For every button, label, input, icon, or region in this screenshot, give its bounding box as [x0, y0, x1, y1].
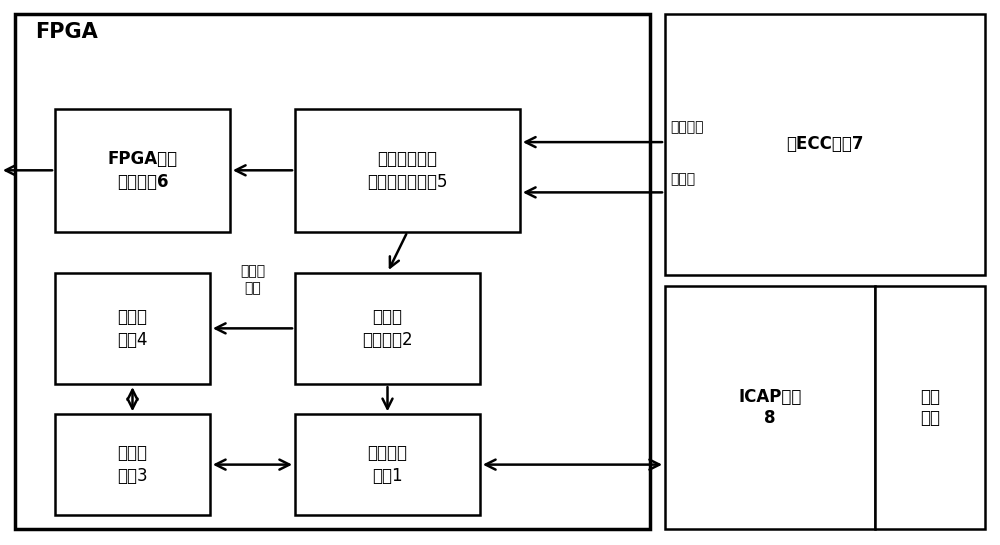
- Text: 帧缓存
模块3: 帧缓存 模块3: [117, 444, 148, 486]
- Text: 翻转位
位置: 翻转位 位置: [240, 264, 265, 296]
- Text: 读写控制
模块1: 读写控制 模块1: [367, 444, 408, 486]
- Text: ICAP接口
8: ICAP接口 8: [738, 388, 802, 427]
- Text: 同步信号: 同步信号: [670, 120, 704, 134]
- Text: FPGA健康
评估模块6: FPGA健康 评估模块6: [107, 149, 178, 191]
- Bar: [665, 286, 875, 529]
- Bar: [875, 286, 985, 529]
- Bar: [295, 272, 480, 384]
- Text: 帧ECC接口7: 帧ECC接口7: [786, 135, 864, 154]
- Text: 帧纠错
模块4: 帧纠错 模块4: [117, 307, 148, 349]
- Bar: [55, 109, 230, 232]
- Bar: [15, 14, 650, 529]
- Bar: [55, 272, 210, 384]
- Text: 帧地址
产生模块2: 帧地址 产生模块2: [362, 307, 413, 349]
- Bar: [295, 109, 520, 232]
- Text: FPGA: FPGA: [35, 22, 98, 42]
- Bar: [665, 14, 985, 275]
- Bar: [55, 414, 210, 515]
- Text: 错误码: 错误码: [670, 172, 695, 186]
- Text: 配置
程序: 配置 程序: [920, 388, 940, 427]
- Text: 工作状态控制
及错误解析模块5: 工作状态控制 及错误解析模块5: [367, 149, 448, 191]
- Bar: [295, 414, 480, 515]
